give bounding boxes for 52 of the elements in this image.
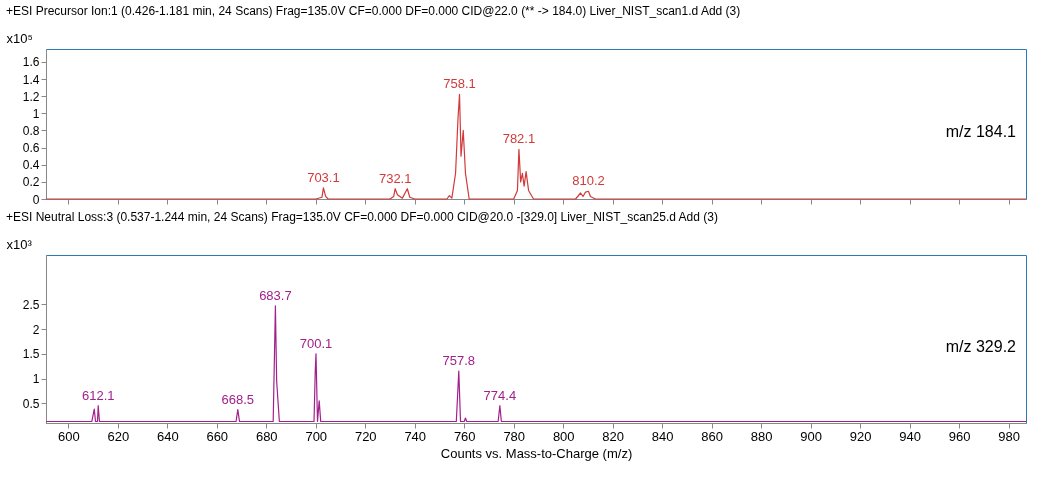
x-tick-label: 620 <box>107 428 130 444</box>
y-tick-label: 2.5 <box>22 297 40 312</box>
y-tick-label: 0 <box>32 192 40 207</box>
x-tick-label: 740 <box>404 428 427 444</box>
x-tick-label: 860 <box>701 428 724 444</box>
x-tick-label: 680 <box>255 428 278 444</box>
annotation: 683.7 <box>259 287 292 303</box>
x-tick-label: 600 <box>57 428 80 444</box>
annotation: 810.2 <box>572 173 605 189</box>
chart-title: +ESI Neutral Loss:3 (0.537-1.244 min, 24 Scans) Frag=135.0V CF=0.000 DF=0.000 CID@20.0 -[329.0] Liver_NIST_scan25.d Add (3) <box>6 210 718 224</box>
y-tick-label: 0.2 <box>22 175 40 190</box>
annotation: 703.1 <box>307 169 340 185</box>
x-tick-label: 840 <box>651 428 674 444</box>
x-tick-label: 920 <box>849 428 872 444</box>
x-tick-label: 820 <box>602 428 625 444</box>
x-tick-label: 980 <box>998 428 1021 444</box>
x-tick-label: 960 <box>948 428 971 444</box>
y-tick-label: 1.4 <box>22 72 40 87</box>
annotation: 668.5 <box>221 391 255 407</box>
x-tick-label: 720 <box>354 428 377 444</box>
annotation: 757.8 <box>442 353 476 369</box>
y-tick-label: 1 <box>32 372 40 387</box>
annotation: 758.1 <box>443 76 476 92</box>
y-axis-title: x10³ <box>6 236 33 252</box>
y-tick-label: 1.2 <box>22 89 40 104</box>
y-tick-label: 1 <box>32 106 40 121</box>
annotation: 612.1 <box>81 387 115 403</box>
x-tick-label: 700 <box>305 428 328 444</box>
y-tick-label: 0.4 <box>22 158 40 173</box>
annotation: 700.1 <box>299 335 333 351</box>
annotation: 732.1 <box>378 170 412 186</box>
x-tick-label: 640 <box>156 428 179 444</box>
x-tick-label: 780 <box>503 428 526 444</box>
annotation: 782.1 <box>502 131 536 147</box>
x-tick-label: 800 <box>552 428 575 444</box>
annotation: m/z 184.1 <box>945 122 1017 140</box>
x-tick-label: 900 <box>800 428 823 444</box>
x-tick-label: 880 <box>750 428 773 444</box>
annotation: m/z 329.2 <box>945 338 1017 356</box>
annotation: 774.4 <box>483 387 517 403</box>
y-tick-label: 1.5 <box>22 347 40 362</box>
y-axis-title: x10⁵ <box>6 30 33 46</box>
y-tick-label: 0.8 <box>22 123 40 138</box>
y-tick-label: 0.6 <box>22 141 40 156</box>
y-tick-label: 0.5 <box>22 396 40 411</box>
y-tick-label: 1.6 <box>22 55 40 70</box>
x-tick-label: 760 <box>453 428 476 444</box>
x-tick-label: 660 <box>206 428 229 444</box>
x-axis-title: Counts vs. Mass-to-Charge (m/z) <box>440 445 633 461</box>
x-tick-label: 940 <box>899 428 922 444</box>
chart-title: +ESI Precursor Ion:1 (0.426-1.181 min, 24 Scans) Frag=135.0V CF=0.000 DF=0.000 CID@22.0 (** -> 184.0) Liver_NIST_scan1.d Add (3) <box>6 4 741 18</box>
y-tick-label: 2 <box>32 322 40 337</box>
